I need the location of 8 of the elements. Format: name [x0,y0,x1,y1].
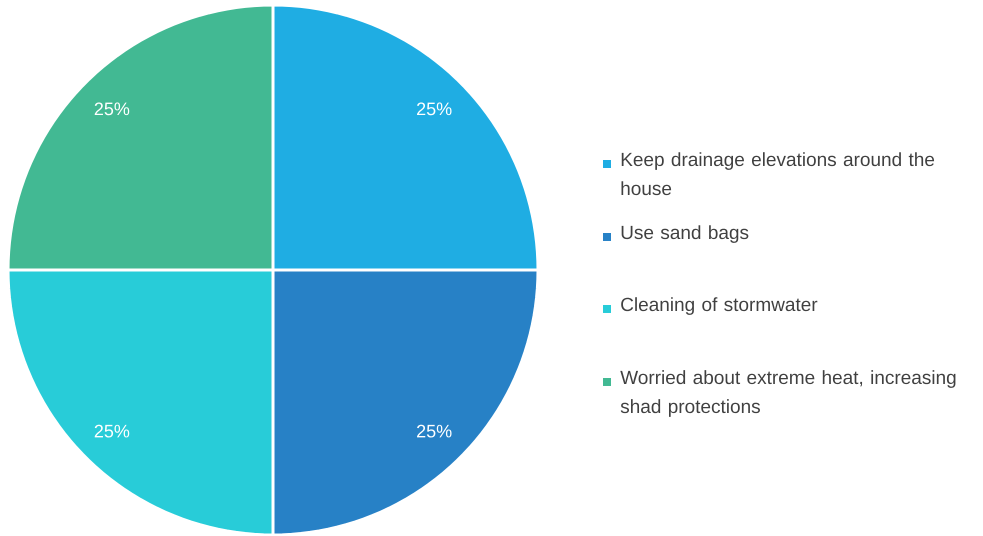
data-label: 25% [94,102,130,115]
legend-label: Worried about extreme heat, increasing shad protections [620,370,956,417]
legend-label: Keep drainage elevations around the house [622,152,934,195]
data-label: 25% [417,424,452,438]
legend-label: Use sand bags [622,224,748,243]
data-label: 25% [417,102,452,115]
data-label: 25% [94,424,130,438]
legend-label: Cleaning of stormwater [621,296,818,315]
